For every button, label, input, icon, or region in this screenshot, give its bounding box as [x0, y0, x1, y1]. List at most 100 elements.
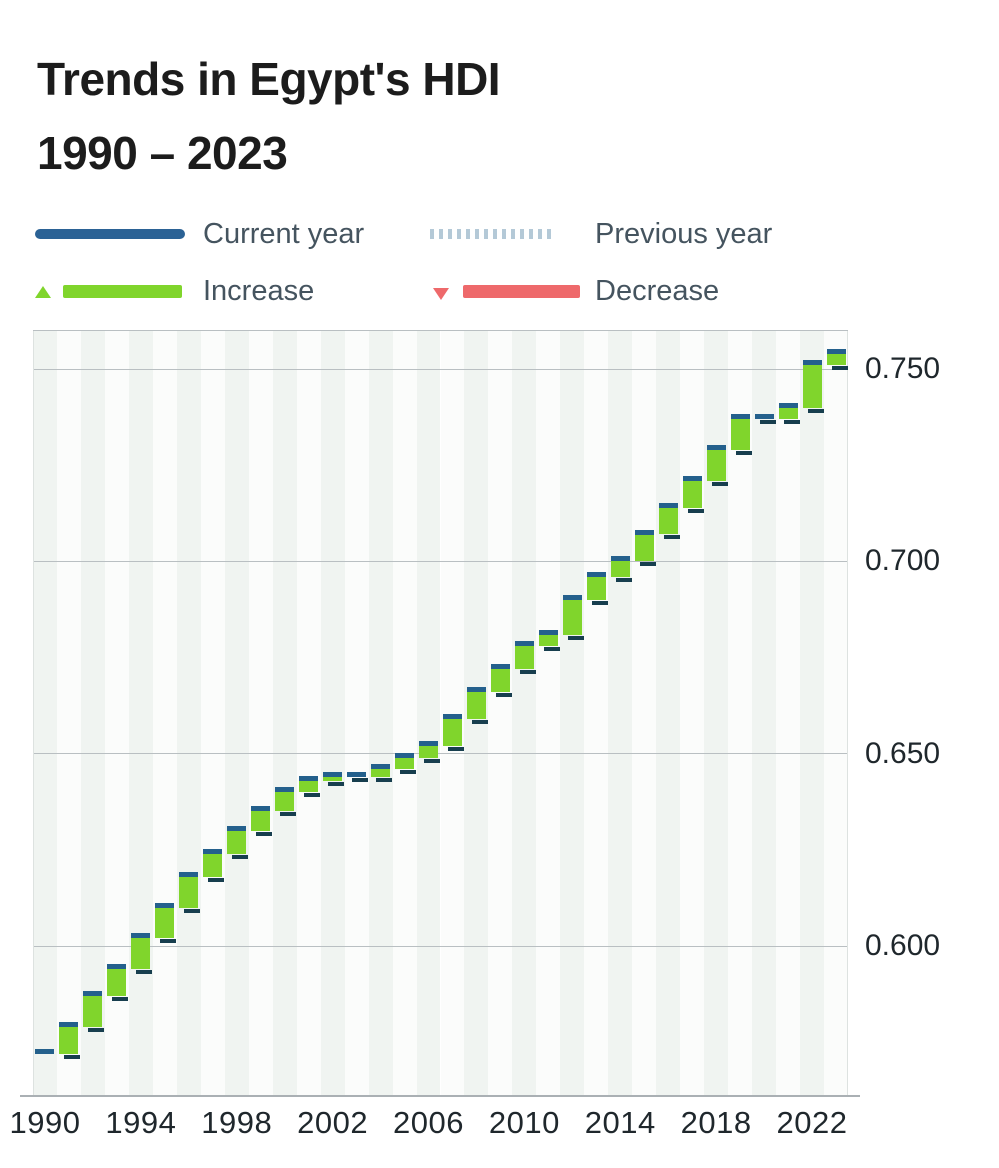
bar-2022[interactable] [802, 360, 824, 413]
current-year-cap-2006 [419, 741, 438, 747]
bar-2023[interactable] [826, 348, 848, 371]
bar-2016[interactable] [658, 502, 680, 540]
bar-2004[interactable] [371, 764, 393, 782]
increase-bar-2005 [395, 757, 415, 770]
bar-1997[interactable] [203, 848, 225, 882]
plot-stripe-2013 [584, 331, 609, 1095]
plot-stripe-1994 [128, 331, 153, 1095]
y-tick-label-0.650: 0.650 [865, 736, 941, 770]
plot-stripe-2015 [632, 331, 657, 1095]
bar-2018[interactable] [706, 444, 728, 486]
previous-year-dash-2011 [543, 647, 560, 652]
bar-2001[interactable] [299, 775, 321, 798]
bar-2002[interactable] [323, 771, 345, 786]
increase-bar-1991 [59, 1026, 79, 1054]
increase-bar-2001 [299, 780, 319, 793]
bar-2010[interactable] [514, 641, 536, 675]
bar-1990[interactable] [35, 1048, 55, 1059]
legend-label-current-year: Current year [203, 218, 365, 250]
previous-year-dash-2018 [711, 481, 728, 486]
increase-bar-1996 [179, 876, 199, 908]
plot-stripe-2007 [440, 331, 465, 1095]
current-year-cap-2001 [299, 775, 319, 781]
plot-stripe-2004 [368, 331, 393, 1095]
bar-2019[interactable] [730, 414, 752, 455]
bar-2003[interactable] [347, 771, 369, 782]
current-year-cap-2013 [586, 571, 606, 577]
x-tick-label-1990: 1990 [9, 1105, 81, 1140]
bar-2006[interactable] [419, 741, 440, 763]
plot-stripe-2010 [512, 331, 537, 1095]
current-year-cap-1999 [251, 806, 271, 812]
previous-year-dash-2020 [759, 420, 776, 425]
bar-2011[interactable] [538, 629, 560, 652]
bar-1994[interactable] [131, 933, 153, 975]
bar-1992[interactable] [83, 991, 105, 1032]
increase-bar-2015 [634, 534, 654, 562]
legend-label-increase: Increase [203, 275, 315, 307]
x-axis-line [20, 1095, 860, 1097]
previous-year-dash-2006 [424, 758, 440, 763]
increase-bar-2011 [538, 634, 558, 647]
x-tick-label-2014: 2014 [584, 1105, 656, 1140]
current-year-line-swatch [35, 229, 185, 239]
bar-2014[interactable] [610, 556, 632, 582]
previous-year-dash-2001 [304, 793, 321, 798]
plot-left-border [33, 331, 34, 1095]
title-line-2: 1990 – 2023 [37, 127, 288, 179]
previous-year-dash-2003 [352, 777, 369, 782]
gridline-0.600 [33, 945, 848, 947]
bar-2007[interactable] [442, 714, 464, 752]
bar-1998[interactable] [227, 825, 249, 859]
bar-1991[interactable] [59, 1021, 81, 1059]
increase-bar-2012 [562, 599, 582, 635]
bar-1999[interactable] [251, 806, 273, 836]
bar-2009[interactable] [490, 664, 512, 698]
previous-year-dash-2015 [639, 562, 656, 567]
bar-2015[interactable] [634, 529, 656, 567]
x-tick-label-2002: 2002 [297, 1105, 369, 1140]
current-year-cap-2014 [610, 556, 630, 562]
previous-year-dash-2005 [400, 770, 417, 775]
triangle-up-icon [35, 286, 51, 298]
current-year-cap-2004 [371, 764, 391, 770]
increase-bar-2004 [371, 769, 391, 777]
increase-bar-2021 [778, 407, 798, 420]
page-title: Trends in Egypt's HDI 1990 – 2023 [37, 42, 501, 190]
current-year-cap-2021 [778, 402, 798, 408]
previous-year-dash-2007 [447, 747, 464, 752]
bar-1995[interactable] [155, 902, 177, 944]
bar-1996[interactable] [179, 871, 201, 913]
bar-2013[interactable] [586, 571, 608, 605]
plot-stripe-2016 [656, 331, 681, 1095]
increase-bar-2017 [682, 480, 702, 508]
current-year-cap-2011 [538, 629, 558, 635]
bar-2012[interactable] [562, 594, 584, 640]
x-tick-label-2022: 2022 [776, 1105, 848, 1140]
bar-2017[interactable] [682, 475, 704, 513]
bar-2021[interactable] [778, 402, 800, 425]
current-year-cap-2020 [754, 414, 774, 420]
current-year-cap-1992 [83, 991, 103, 997]
increase-bar-swatch [63, 285, 182, 298]
y-tick-label-0.600: 0.600 [865, 929, 941, 963]
previous-year-dash-1999 [256, 831, 273, 836]
current-year-cap-1991 [59, 1021, 79, 1027]
bar-2000[interactable] [275, 787, 297, 817]
previous-year-dash-2013 [591, 600, 608, 605]
bar-2005[interactable] [395, 752, 417, 775]
bar-2020[interactable] [754, 414, 776, 425]
previous-year-dash-2004 [376, 777, 393, 782]
triangle-down-icon [433, 288, 449, 300]
increase-bar-2010 [514, 646, 534, 670]
chart-legend: Current year Previous year Increase Decr… [35, 207, 965, 317]
bar-2008[interactable] [466, 687, 488, 725]
current-year-cap-1994 [131, 933, 151, 939]
current-year-cap-2003 [347, 771, 367, 777]
plot-stripe-2003 [344, 331, 369, 1095]
increase-bar-2009 [490, 669, 510, 693]
bar-1993[interactable] [107, 964, 129, 1002]
previous-year-dash-1996 [184, 908, 201, 913]
